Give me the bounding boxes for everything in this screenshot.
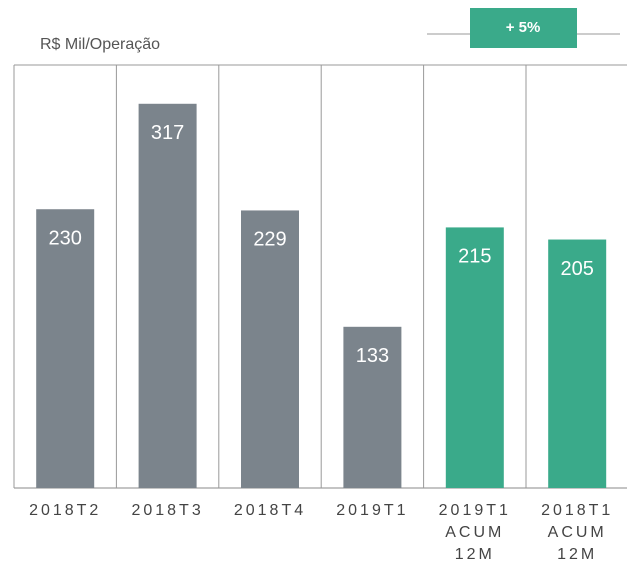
x-tick-label: 2018T1 ACUM 12M bbox=[541, 502, 614, 563]
bar bbox=[36, 209, 95, 488]
data-label: 205 bbox=[561, 258, 594, 280]
bar bbox=[343, 326, 402, 488]
x-tick-label: 2018T4 bbox=[233, 502, 307, 519]
x-tick-label: 2018T3 bbox=[131, 502, 204, 519]
data-label: 317 bbox=[151, 122, 184, 144]
annotation: + 5% bbox=[506, 19, 541, 36]
x-tick-label: 2018T2 bbox=[29, 502, 102, 519]
chart-title: R$ Mil/Operação bbox=[40, 36, 160, 53]
data-label: 215 bbox=[458, 246, 491, 268]
bar bbox=[138, 103, 197, 489]
bar bbox=[445, 227, 504, 489]
data-label: 229 bbox=[253, 229, 286, 251]
annotation-box bbox=[470, 8, 577, 48]
x-tick-label: 2019T1 ACUM 12M bbox=[438, 502, 511, 563]
bar bbox=[548, 239, 607, 488]
bar bbox=[241, 210, 299, 488]
data-label: 133 bbox=[356, 345, 389, 367]
x-tick-label: 2019T1 bbox=[336, 502, 409, 519]
data-label: 230 bbox=[49, 228, 82, 250]
